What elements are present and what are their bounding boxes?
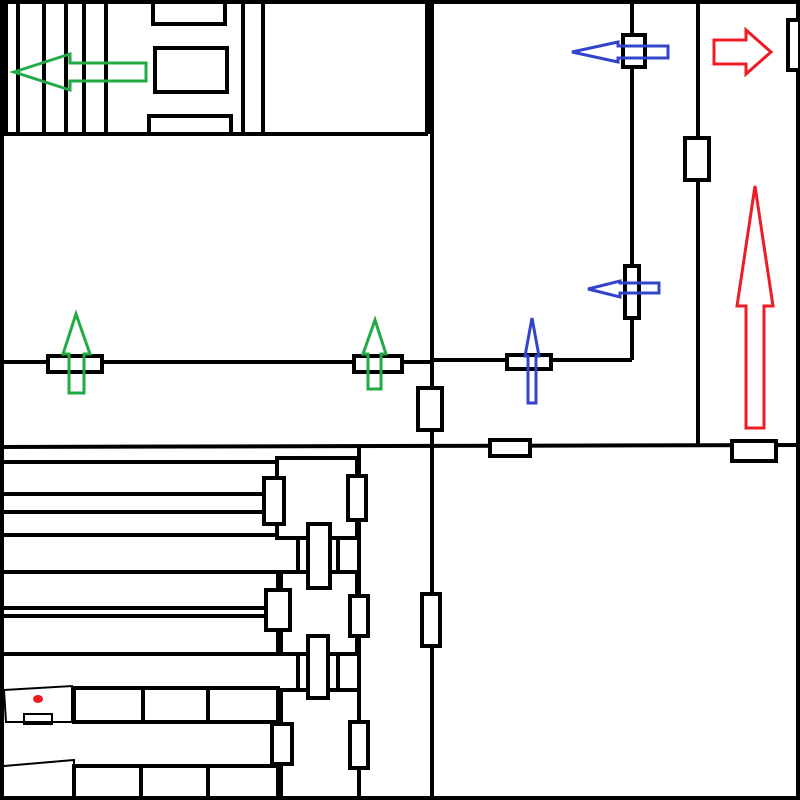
desk-row-1 — [72, 686, 280, 724]
door — [46, 354, 104, 374]
arrow-up-icon — [523, 317, 541, 405]
evacuation-arrows — [9, 26, 775, 430]
stair-box-top — [151, 0, 227, 26]
door — [306, 634, 330, 700]
door — [264, 588, 292, 632]
arrow-right-icon — [712, 26, 774, 78]
shelf-box-2 — [0, 614, 280, 656]
horizontal-wall — [0, 443, 800, 449]
arrow-up-icon — [735, 185, 775, 430]
marker-dot-icon — [33, 695, 43, 703]
door — [416, 386, 444, 432]
door — [730, 439, 778, 463]
bed-2 — [3, 758, 75, 799]
arrow-left-icon — [587, 279, 661, 299]
stair-box-middle — [153, 46, 229, 94]
bed-1 — [2, 684, 73, 723]
door — [348, 720, 370, 770]
door — [348, 594, 370, 638]
bed-pillow — [23, 713, 53, 725]
stair-box-bottom — [147, 114, 233, 136]
door — [352, 354, 404, 374]
arrow-up-icon — [60, 309, 93, 395]
arrow-up-icon — [360, 315, 389, 391]
door — [420, 592, 442, 648]
door — [683, 136, 711, 182]
door — [621, 33, 647, 69]
door — [786, 18, 800, 72]
door — [488, 438, 532, 458]
door — [346, 474, 368, 522]
door — [262, 476, 286, 526]
arrow-left-icon — [571, 40, 670, 64]
door — [270, 722, 294, 766]
door — [306, 522, 332, 590]
arrow-left-icon — [9, 51, 148, 93]
